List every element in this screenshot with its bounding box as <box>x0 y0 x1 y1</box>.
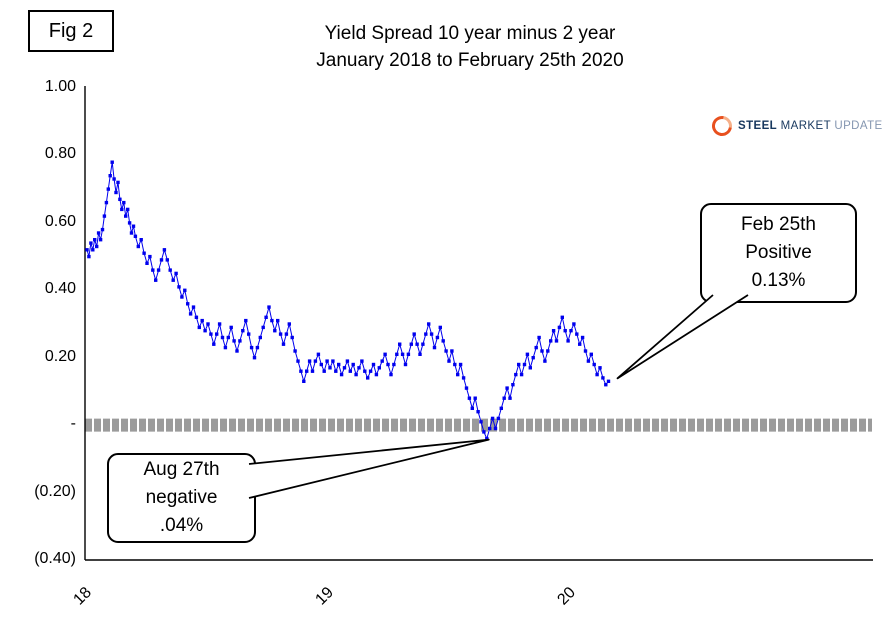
chart-subtitle: January 2018 to February 25th 2020 <box>316 50 624 71</box>
logo-word-market: MARKET <box>780 120 831 132</box>
callout-line: 0.13% <box>751 270 806 291</box>
y-axis-label: 0.60 <box>44 212 76 230</box>
chart-title-block: Yield Spread 10 year minus 2 year Januar… <box>120 20 820 74</box>
y-axis-label: (0.20) <box>34 482 76 500</box>
chart-title: Yield Spread 10 year minus 2 year <box>324 23 616 44</box>
y-axis-label: 0.80 <box>44 145 76 163</box>
callout-feb-25th: Feb 25th Positive 0.13% <box>700 203 857 303</box>
y-axis-label: 1.00 <box>44 78 76 95</box>
series-markers <box>85 160 611 441</box>
logo-text: STEEL MARKET UPDATE <box>738 120 883 132</box>
figure-label: Fig 2 <box>48 19 94 42</box>
y-axis-label: - <box>70 415 76 433</box>
callout-line: Feb 25th <box>741 214 816 235</box>
callout-line: Aug 27th <box>143 459 220 480</box>
logo-word-steel: STEEL <box>738 120 778 132</box>
series-line <box>86 162 609 441</box>
callout-line: negative <box>145 487 218 508</box>
steel-market-update-logo: STEEL MARKET UPDATE <box>708 112 883 140</box>
y-axis-label: (0.40) <box>34 550 76 567</box>
figure-label-box: Fig 2 <box>28 10 114 52</box>
y-axis-label: 0.20 <box>44 347 76 365</box>
callout-line: Positive <box>745 242 812 263</box>
logo-word-update: UPDATE <box>834 120 883 132</box>
callout-aug-27th: Aug 27th negative .04% <box>107 453 256 543</box>
callout-line: .04% <box>159 515 204 536</box>
y-axis-label: 0.40 <box>44 280 76 298</box>
